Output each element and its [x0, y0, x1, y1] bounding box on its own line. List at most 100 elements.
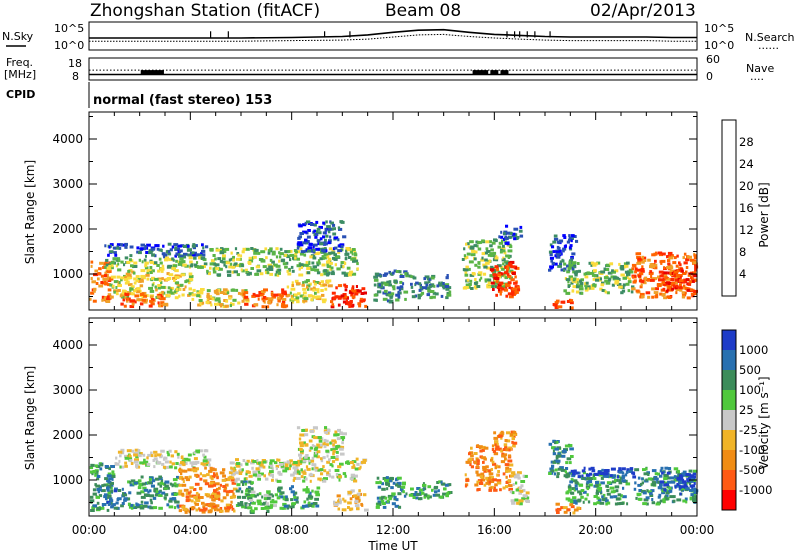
- range-cell: [126, 280, 130, 284]
- range-cell: [468, 260, 474, 264]
- range-cell: [104, 261, 108, 265]
- range-cell: [262, 465, 266, 469]
- range-cell: [188, 510, 191, 514]
- range-cell: [302, 471, 307, 475]
- range-cell: [228, 258, 232, 262]
- range-cell: [182, 255, 187, 259]
- range-cell: [219, 303, 224, 307]
- range-cell: [90, 470, 94, 474]
- range-cell: [600, 476, 604, 480]
- range-cell: [389, 295, 393, 299]
- range-cell: [105, 267, 110, 271]
- range-cell: [118, 246, 122, 250]
- range-cell: [463, 247, 466, 251]
- range-cell: [136, 298, 141, 302]
- range-cell: [580, 489, 585, 492]
- range-cell: [444, 483, 449, 487]
- range-cell: [305, 428, 308, 432]
- range-cell: [351, 252, 354, 256]
- range-cell: [308, 491, 312, 495]
- range-cell: [125, 291, 130, 295]
- range-cell: [167, 264, 173, 268]
- range-cell: [119, 243, 123, 247]
- range-cell: [330, 456, 336, 459]
- range-cell: [230, 257, 233, 261]
- range-cell: [123, 304, 127, 308]
- range-cell: [223, 489, 227, 493]
- range-cell: [510, 289, 515, 293]
- range-cell: [290, 498, 293, 502]
- range-cell: [380, 496, 384, 500]
- range-cell: [335, 473, 339, 476]
- range-cell: [109, 283, 113, 287]
- range-cell: [655, 293, 658, 297]
- range-cell: [106, 508, 110, 512]
- range-cell: [640, 283, 643, 287]
- range-cell: [498, 241, 504, 245]
- range-cell: [285, 293, 291, 297]
- range-cell: [111, 264, 114, 268]
- range-cell: [129, 245, 134, 249]
- range-cell: [130, 462, 134, 465]
- range-cell: [287, 460, 290, 464]
- range-cell: [119, 294, 123, 298]
- range-cell: [299, 252, 304, 256]
- range-cell: [150, 484, 155, 488]
- range-cell: [322, 235, 325, 239]
- range-cell: [422, 483, 427, 487]
- range-cell: [508, 276, 513, 280]
- range-cell: [641, 265, 644, 269]
- velocity-colorbar-segment: [722, 450, 736, 471]
- range-cell: [349, 300, 353, 303]
- range-cell: [309, 479, 312, 483]
- y-tick-label: 4000: [52, 132, 83, 146]
- power-ylabel: Slant Range [km]: [23, 160, 37, 264]
- range-cell: [683, 278, 687, 282]
- range-cell: [637, 497, 643, 501]
- range-cell: [202, 246, 205, 250]
- range-cell: [248, 503, 251, 507]
- range-cell: [161, 491, 166, 495]
- range-cell: [586, 285, 591, 289]
- range-cell: [202, 453, 205, 457]
- range-cell: [353, 474, 358, 478]
- range-cell: [330, 305, 335, 309]
- range-cell: [393, 497, 396, 501]
- range-cell: [124, 497, 129, 501]
- range-cell: [334, 469, 340, 472]
- range-cell: [569, 301, 574, 305]
- range-cell: [398, 505, 402, 509]
- range-cell: [191, 506, 194, 509]
- range-cell: [676, 484, 681, 488]
- range-cell: [158, 278, 162, 282]
- range-cell: [245, 299, 250, 303]
- range-cell: [332, 452, 335, 456]
- range-cell: [578, 269, 581, 273]
- nave-dip: [490, 70, 499, 75]
- range-cell: [225, 265, 228, 269]
- range-cell: [106, 270, 112, 273]
- range-cell: [563, 262, 567, 266]
- range-cell: [493, 281, 498, 285]
- range-cell: [315, 230, 319, 234]
- range-cell: [331, 223, 336, 227]
- range-cell: [429, 296, 433, 300]
- range-cell: [160, 285, 166, 289]
- range-cell: [189, 260, 193, 264]
- range-cell: [669, 495, 674, 499]
- range-cell: [332, 232, 337, 236]
- range-cell: [260, 250, 266, 254]
- range-cell: [504, 445, 507, 449]
- range-cell: [650, 477, 655, 481]
- range-cell: [148, 478, 152, 481]
- range-cell: [515, 481, 518, 485]
- range-cell: [667, 259, 671, 263]
- range-cell: [117, 257, 120, 261]
- range-cell: [317, 477, 322, 481]
- range-cell: [306, 267, 311, 270]
- range-cell: [502, 244, 505, 248]
- range-cell: [675, 284, 679, 288]
- range-cell: [569, 444, 573, 447]
- range-cell: [158, 257, 162, 261]
- range-cell: [153, 457, 158, 461]
